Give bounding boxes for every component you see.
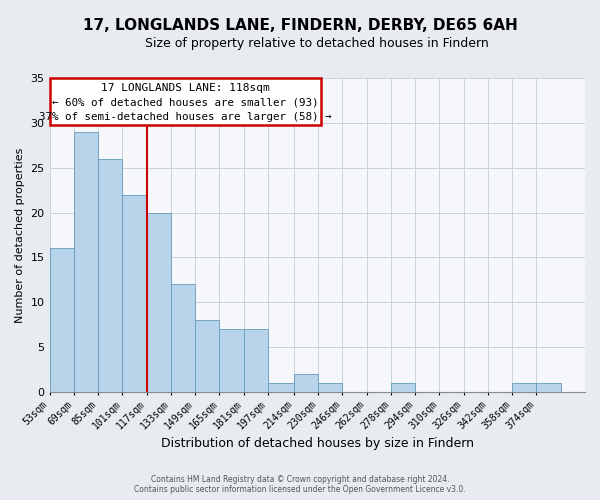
Text: Contains HM Land Registry data © Crown copyright and database right 2024.
Contai: Contains HM Land Registry data © Crown c… (134, 474, 466, 494)
X-axis label: Distribution of detached houses by size in Findern: Distribution of detached houses by size … (161, 437, 474, 450)
Bar (318, 383, 342, 392)
Text: 17, LONGLANDS LANE, FINDERN, DERBY, DE65 6AH: 17, LONGLANDS LANE, FINDERN, DERBY, DE65… (83, 18, 517, 32)
FancyBboxPatch shape (50, 78, 321, 124)
Title: Size of property relative to detached houses in Findern: Size of property relative to detached ho… (145, 38, 489, 51)
Bar (294, 374, 318, 392)
Y-axis label: Number of detached properties: Number of detached properties (15, 147, 25, 322)
Bar (512, 383, 536, 392)
Bar (146, 212, 171, 392)
Bar (74, 132, 98, 392)
Bar (171, 284, 195, 392)
Bar (244, 329, 268, 392)
Bar (122, 194, 146, 392)
Bar (391, 383, 415, 392)
Bar (220, 329, 244, 392)
Bar (268, 383, 294, 392)
Text: 37% of semi-detached houses are larger (58) →: 37% of semi-detached houses are larger (… (39, 112, 332, 122)
Text: 17 LONGLANDS LANE: 118sqm: 17 LONGLANDS LANE: 118sqm (101, 84, 269, 94)
Bar (98, 158, 122, 392)
Bar (50, 248, 74, 392)
Bar (536, 383, 561, 392)
Text: ← 60% of detached houses are smaller (93): ← 60% of detached houses are smaller (93… (52, 98, 319, 108)
Bar (195, 320, 220, 392)
